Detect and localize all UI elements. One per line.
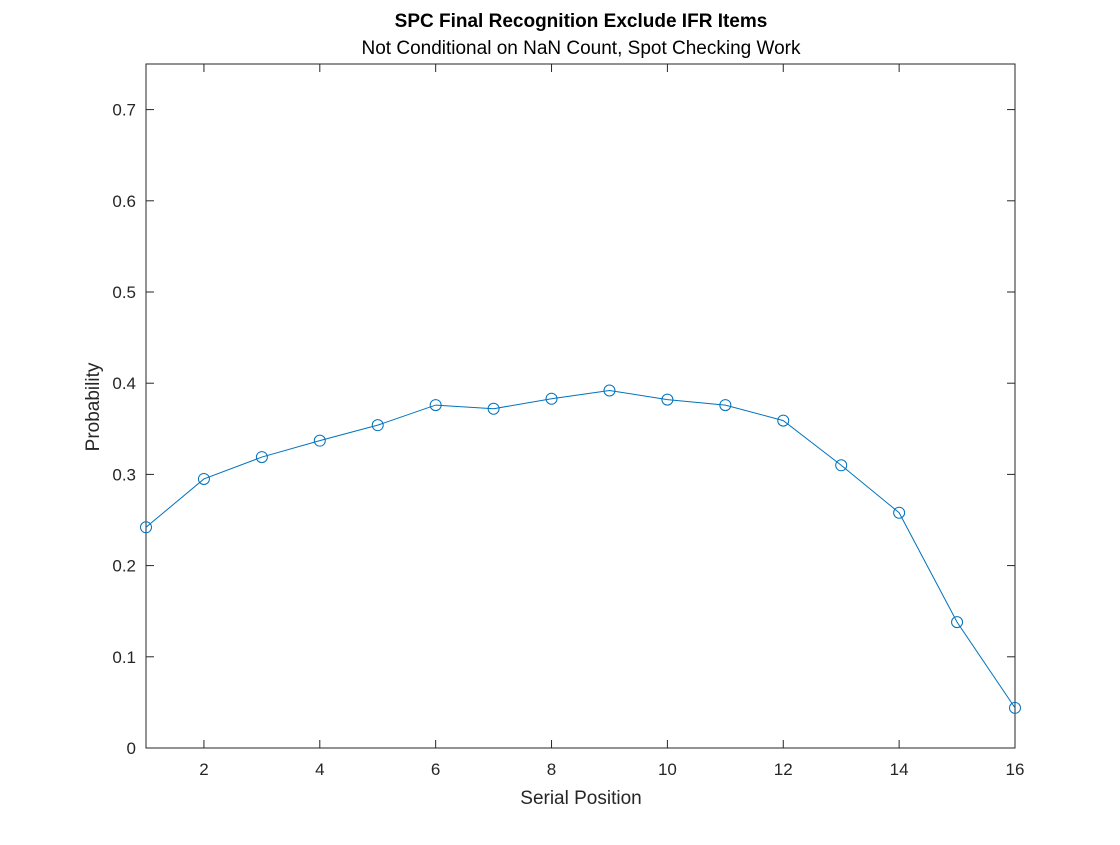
- y-tick-label: 0.5: [112, 283, 136, 302]
- data-point-marker: [661, 393, 674, 406]
- data-point-marker: [197, 472, 210, 485]
- y-tick-label: 0.4: [112, 374, 136, 393]
- data-point-marker: [719, 399, 732, 412]
- data-point-marker: [140, 521, 152, 534]
- x-tick-label: 4: [315, 760, 324, 779]
- x-tick-label: 8: [547, 760, 556, 779]
- data-point-marker: [545, 392, 558, 405]
- x-tick-label: 10: [658, 760, 677, 779]
- x-tick-label: 16: [1006, 760, 1025, 779]
- y-tick-label: 0.3: [112, 465, 136, 484]
- x-axis-label: Serial Position: [520, 788, 641, 809]
- y-tick-label: 0: [127, 739, 136, 758]
- y-tick-label: 0.6: [112, 192, 136, 211]
- chart-title: SPC Final Recognition Exclude IFR Items: [395, 11, 768, 32]
- data-point-marker: [603, 384, 616, 397]
- x-tick-label: 2: [199, 760, 208, 779]
- data-point-marker: [429, 399, 442, 412]
- data-point-marker: [487, 402, 500, 415]
- data-point-marker: [1009, 701, 1021, 714]
- x-tick-label: 12: [774, 760, 793, 779]
- data-point-marker: [893, 506, 906, 519]
- data-point-marker: [371, 419, 384, 432]
- chart-subtitle: Not Conditional on NaN Count, Spot Check…: [362, 38, 801, 59]
- plot-area: 2 4 6 8 10 12 14 16 0 0.1 0.2 0.3 0.4 0.5 0.6 0.7: [112, 63, 1025, 779]
- data-point-marker: [313, 434, 326, 447]
- y-tick-label: 0.2: [112, 557, 136, 576]
- data-point-marker: [255, 451, 268, 464]
- y-tick-label: 0.1: [112, 648, 136, 667]
- x-tick-label: 6: [431, 760, 440, 779]
- data-point-marker: [835, 459, 848, 472]
- data-point-marker: [951, 616, 964, 629]
- x-tick-label: 14: [890, 760, 909, 779]
- axes-box: [145, 63, 1016, 749]
- y-tick-label: 0.7: [112, 101, 136, 120]
- data-point-marker: [777, 414, 790, 427]
- series-line: [145, 389, 1016, 709]
- y-axis-label: Probability: [83, 362, 104, 451]
